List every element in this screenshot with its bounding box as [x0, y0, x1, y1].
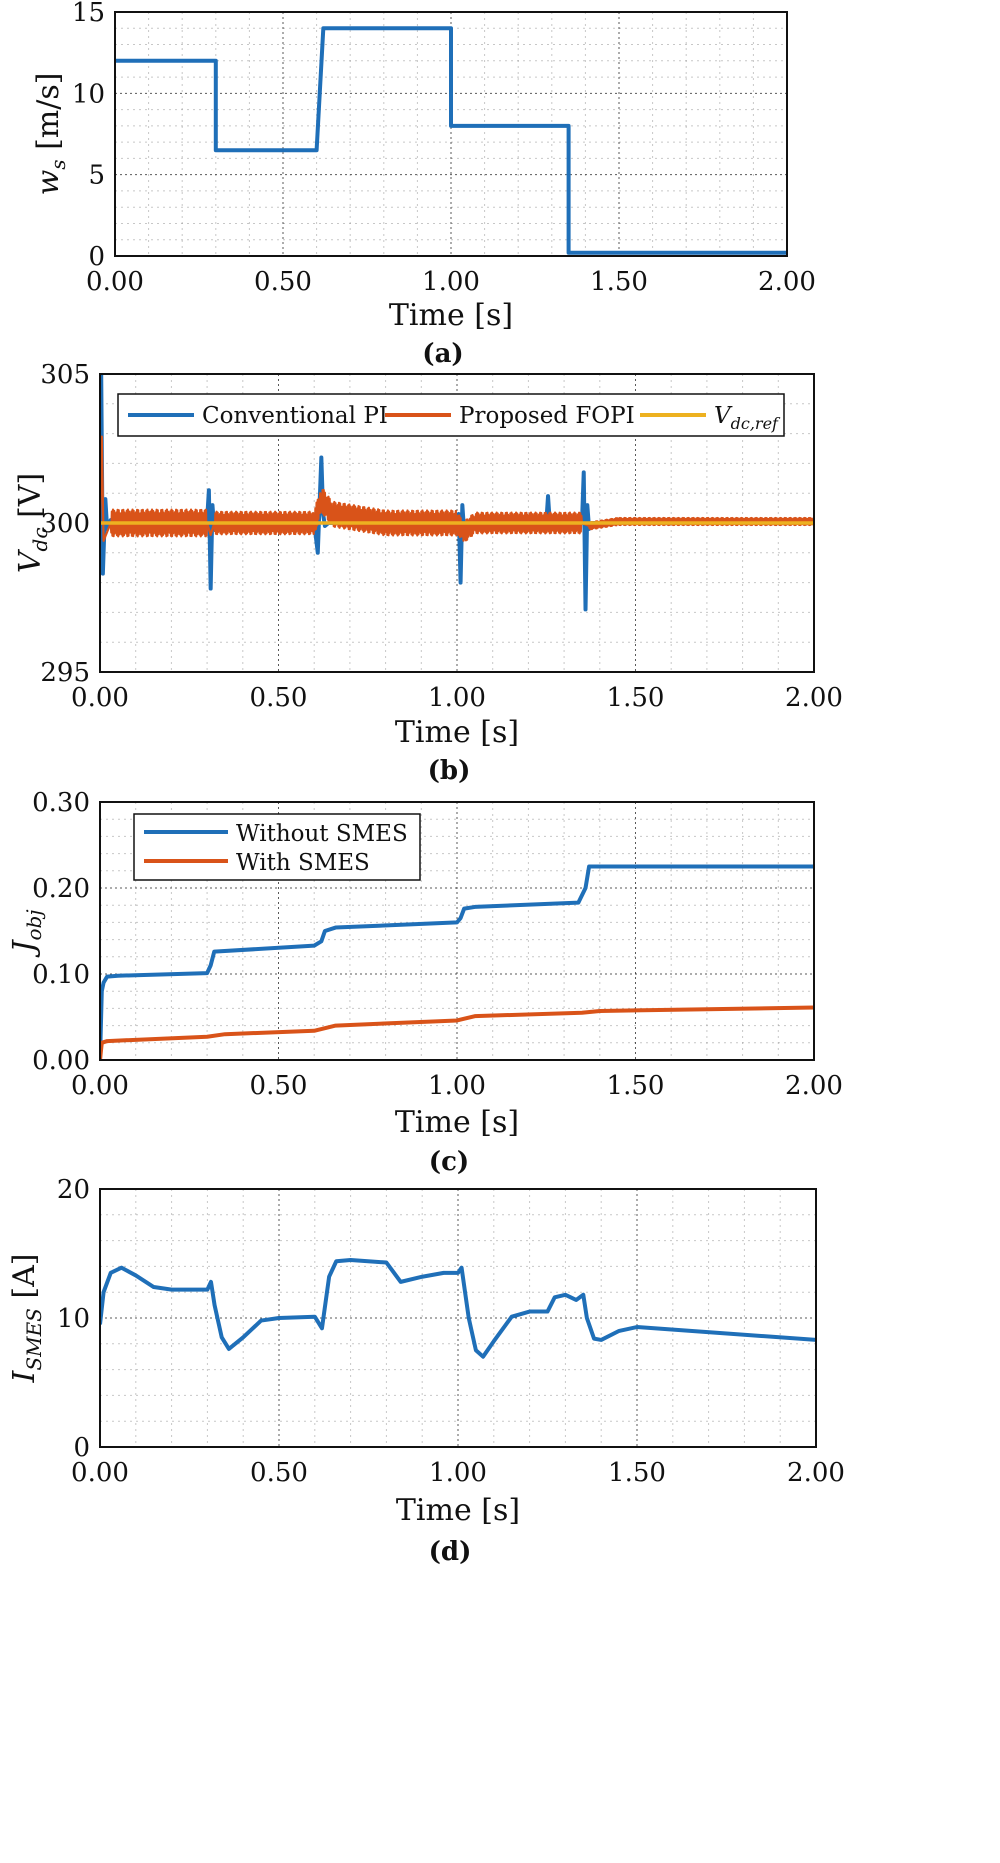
x-tick-label: 1.00 [428, 683, 486, 713]
y-tick-label: 305 [40, 360, 90, 390]
series-group [100, 1257, 816, 1359]
y-tick-label: 300 [40, 509, 90, 539]
panel-c: 0.00 0.50 1.00 1.50 2.00 0.00 0.10 0.20 0.30 Time… [7, 788, 843, 1177]
y-tick-label: 0.10 [32, 960, 90, 990]
x-tick-label: 1.50 [607, 1071, 665, 1101]
series-group [115, 26, 787, 255]
y-tick-label: 0.00 [32, 1046, 90, 1076]
plot-frame [99, 373, 815, 673]
x-tick-label: 0.50 [250, 1071, 308, 1101]
x-tick-label: 1.00 [429, 1458, 487, 1488]
x-tick-label: 1.00 [422, 267, 480, 297]
y-axis-label: Vdc [V] [13, 473, 52, 573]
x-tick-label: 0.50 [250, 1458, 308, 1488]
y-axis-label-unit: [A] [7, 1254, 42, 1309]
y-tick-label: 10 [72, 79, 105, 109]
series-line-i-smes [100, 1257, 816, 1359]
y-tick-label: 295 [40, 658, 90, 688]
y-axis-label-symbol: V [13, 548, 48, 573]
legend-entry-label: Conventional PI [202, 403, 388, 429]
y-axis-label-symbol: J [7, 939, 42, 959]
x-tick-label: 2.00 [785, 683, 843, 713]
x-axis-label: Time [s] [395, 1105, 519, 1140]
series-group [100, 374, 814, 612]
legend-label-symbol: V [714, 403, 733, 429]
panel-d: 0.00 0.50 1.00 1.50 2.00 0 10 20 Time [s] ISMES [… [7, 1175, 845, 1567]
x-tick-label: 0.00 [71, 683, 129, 713]
y-axis-label-subscript: dc [28, 527, 52, 551]
y-tick-label: 0 [73, 1433, 90, 1463]
legend-entry-label: Vdc,ref [714, 403, 781, 433]
x-tick-label: 2.00 [785, 1071, 843, 1101]
y-axis-label-subscript: SMES [22, 1308, 46, 1370]
panel-label: (b) [428, 756, 471, 786]
x-tick-label: 2.00 [758, 267, 816, 297]
series-line-without-smes [100, 864, 814, 1060]
y-axis-label: ws [m/s] [31, 73, 70, 196]
y-axis-label-unit: [m/s] [31, 73, 66, 160]
grid [99, 1188, 817, 1448]
panel-a: 0.00 0.50 1.00 1.50 2.00 0 5 10 15 Time [s] ws [m/… [31, 0, 816, 369]
x-tick-label: 0.00 [71, 1071, 129, 1101]
y-tick-label: 20 [57, 1175, 90, 1205]
series-line-wind-speed [115, 26, 787, 255]
series-group [100, 864, 814, 1060]
y-tick-label: 15 [72, 0, 105, 28]
plot-frame [99, 801, 815, 1061]
plot-frame [114, 11, 788, 257]
legend-box [133, 813, 421, 881]
y-axis-label: ISMES [A] [7, 1254, 46, 1384]
y-axis-label-symbol: w [31, 169, 66, 195]
x-tick-label: 0.00 [86, 267, 144, 297]
x-axis-label: Time [s] [395, 715, 519, 750]
x-tick-label: 1.00 [428, 1071, 486, 1101]
x-tick-label: 1.50 [607, 683, 665, 713]
legend-label-subscript: dc,ref [731, 414, 781, 433]
legend: Conventional PI Proposed FOPI Vdc,ref [117, 393, 785, 437]
legend-entry-label: Without SMES [236, 821, 408, 847]
y-axis-label-subscript: obj [22, 909, 46, 940]
x-axis-label: Time [s] [389, 298, 513, 333]
y-tick-label: 0.30 [32, 788, 90, 818]
panel-label: (a) [422, 339, 463, 369]
x-tick-label: 1.50 [590, 267, 648, 297]
y-axis-label-symbol: I [7, 1369, 42, 1383]
plot-frame [99, 1188, 817, 1448]
x-axis-label: Time [s] [396, 1493, 520, 1528]
x-tick-label: 0.00 [71, 1458, 129, 1488]
legend-entry-label: With SMES [236, 850, 370, 876]
panel-b: 0.00 0.50 1.00 1.50 2.00 295 300 305 Time [s] Vdc… [13, 360, 843, 786]
legend-entry-label: Proposed FOPI [459, 403, 635, 429]
y-axis-label-subscript: s [46, 159, 70, 169]
y-axis-label-unit: [V] [13, 473, 48, 528]
y-axis-label: Jobj [7, 909, 46, 958]
panel-label: (d) [429, 1537, 472, 1567]
legend: Without SMES With SMES [133, 813, 421, 881]
y-tick-label: 0.20 [32, 874, 90, 904]
y-tick-label: 5 [88, 161, 105, 191]
x-tick-label: 0.50 [254, 267, 312, 297]
y-tick-label: 10 [57, 1304, 90, 1334]
series-line-with-smes [100, 1005, 814, 1060]
x-tick-label: 0.50 [250, 683, 308, 713]
y-tick-label: 0 [88, 242, 105, 272]
x-tick-label: 1.50 [608, 1458, 666, 1488]
panel-label: (c) [429, 1147, 469, 1177]
x-tick-label: 2.00 [787, 1458, 845, 1488]
